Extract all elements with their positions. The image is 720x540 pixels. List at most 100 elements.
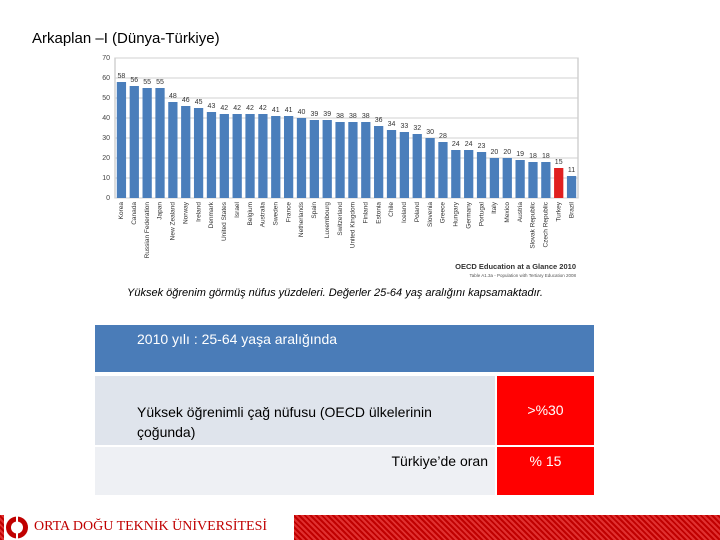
table-cell-text: Türkiye’de oran [391,453,489,469]
data-label: 39 [310,111,318,118]
x-tick-label: Germany [465,201,472,228]
bar [515,160,525,198]
bar [412,134,422,198]
x-tick-label: Poland [414,202,421,223]
bar [296,118,307,198]
data-label: 42 [246,105,254,112]
slide-title: Arkaplan –I (Dünya-Türkiye) [32,30,220,47]
bar [425,138,435,198]
data-label: 40 [298,109,306,116]
x-tick-label: Korea [118,202,125,220]
logo [6,516,28,539]
x-tick-label: Russian Federation [144,202,151,259]
x-tick-label: Denmark [208,201,215,228]
bar [476,152,487,198]
table-cell: % 15 [497,447,594,495]
x-tick-label: Brazil [568,201,575,218]
data-label: 23 [478,143,486,150]
x-tick-label: Austria [517,202,524,223]
data-label: 28 [439,133,447,140]
bar [116,82,127,198]
data-label: 38 [349,113,357,120]
chart-source-note: Table A1.3a - Population with Tertiary E… [470,273,577,278]
bar [245,114,255,198]
bar [258,114,268,198]
bar [541,162,551,198]
bar [451,150,461,198]
x-tick-label: Chile [388,202,395,217]
chart: 0 10 20 30 40 50 60 70 58 Korea 56 Canada 55 Russian … [102,55,579,278]
bar [193,108,204,198]
y-tick-label: 60 [102,75,110,82]
x-tick-label: Switzerland [337,202,344,236]
data-label: 34 [388,121,396,128]
table-cell: Türkiye’de oran [95,447,495,495]
data-label: 32 [413,125,421,132]
data-label: 15 [555,159,563,166]
bar [554,168,564,198]
data-label: 24 [452,141,460,148]
data-label: 33 [400,123,408,130]
x-tick-label: Estonia [375,202,382,224]
x-tick-label: New Zealand [170,202,177,241]
table-cell: >%30 [497,376,594,445]
data-label: 58 [118,73,126,80]
bar [142,88,152,198]
x-tick-label: United States [221,201,228,241]
data-label: 39 [323,111,331,118]
footer-text: ORTA DOĞU TEKNİK ÜNİVERSİTESİ [34,519,268,534]
data-label: 41 [285,107,293,114]
data-label: 24 [465,141,473,148]
data-label: 20 [503,149,511,156]
bar [361,122,371,198]
bar [155,88,165,198]
data-label: 48 [169,93,177,100]
data-label: 42 [259,105,267,112]
x-tick-label: Australia [260,202,267,228]
x-tick-label: Finland [363,202,370,224]
x-tick-label: Japan [157,202,164,220]
table-header-text: 2010 yılı : 25-64 yaşa aralığında [137,331,338,347]
x-tick-label: Norway [182,201,189,224]
bar [283,116,294,198]
bar [168,102,178,198]
data-label: 41 [272,107,280,114]
x-tick-label: Spain [311,202,318,219]
y-tick-label: 0 [106,195,110,202]
data-label: 19 [516,151,524,158]
x-tick-label: Turkey [555,201,562,221]
x-tick-label: Mexico [504,202,511,223]
data-label: 55 [156,79,164,86]
bar [322,120,332,198]
x-tick-label: Iceland [401,202,408,223]
bar [502,158,512,198]
data-label: 56 [130,77,138,84]
bar [489,158,500,198]
bar [232,114,242,198]
x-tick-label: Netherlands [298,201,305,237]
table-cell-text: Yüksek öğrenimli çağ nüfusu (OECD ülkele… [137,404,432,440]
data-label: 46 [182,97,190,104]
bar [374,126,384,198]
data-label: 38 [362,113,370,120]
data-label: 18 [529,153,537,160]
x-tick-label: Belgium [247,202,254,225]
bar [399,132,410,198]
x-tick-label: Czech Republic [543,201,550,247]
data-label: 20 [491,149,499,156]
data-label: 42 [233,105,241,112]
y-tick-label: 40 [102,115,110,122]
y-tick-label: 30 [102,135,110,142]
bar [206,112,217,198]
bar [528,162,538,198]
chart-caption: Yüksek öğrenim görmüş nüfus yüzdeleri. D… [127,287,543,299]
x-tick-label: Ireland [195,202,202,222]
x-tick-label: United Kingdom [350,202,357,248]
bar [335,122,345,198]
bar [129,86,139,198]
data-label: 43 [208,103,216,110]
x-tick-label: Hungary [453,201,460,226]
bar [181,106,191,198]
bar [309,120,319,198]
table-cell: Yüksek öğrenimli çağ nüfusu (OECD ülkele… [95,376,495,445]
